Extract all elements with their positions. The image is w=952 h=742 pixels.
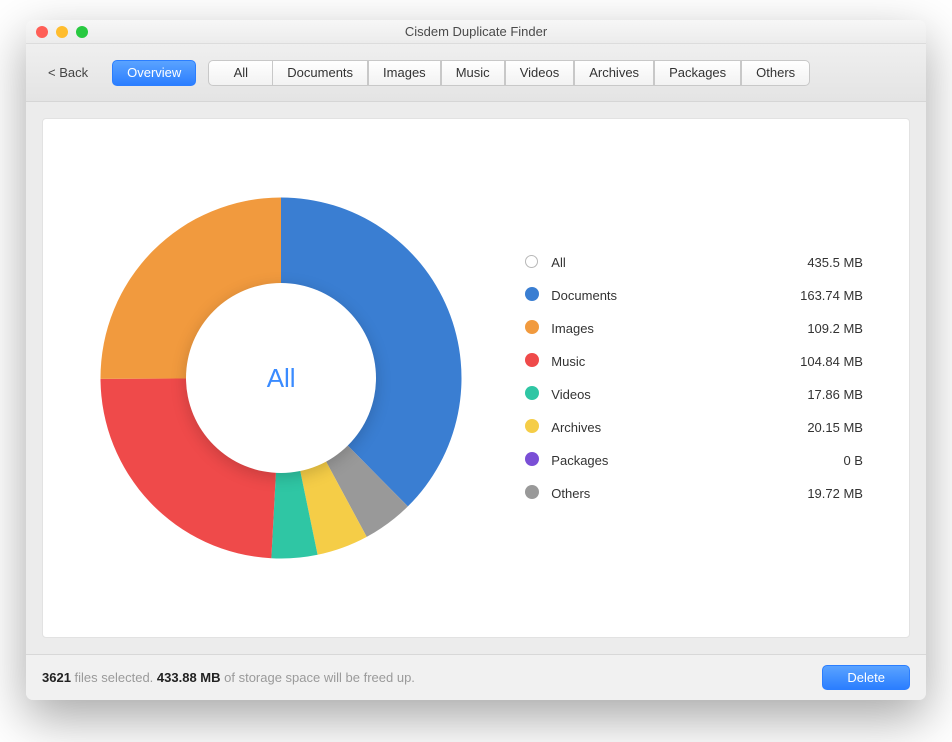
back-button[interactable]: < Back (42, 61, 94, 84)
tab-group: Overview AllDocumentsImagesMusicVideosAr… (112, 60, 810, 86)
legend-row-archives[interactable]: Archives20.15 MB (519, 411, 869, 444)
legend-dot-icon (525, 452, 539, 466)
legend-dot-icon (525, 485, 539, 499)
legend-size: 435.5 MB (710, 247, 869, 279)
tab-music[interactable]: Music (441, 60, 505, 86)
tab-packages[interactable]: Packages (654, 60, 741, 86)
legend-size: 0 B (710, 444, 869, 477)
legend-label: Music (545, 345, 710, 378)
legend-size: 20.15 MB (710, 411, 869, 444)
files-selected-count: 3621 (42, 670, 71, 685)
maximize-icon[interactable] (76, 26, 88, 38)
legend-label: Documents (545, 279, 710, 312)
donut-center-label: All (267, 363, 296, 394)
donut-chart: All (43, 119, 519, 637)
legend-size: 17.86 MB (710, 378, 869, 411)
freed-size: 433.88 MB (157, 670, 221, 685)
tab-overview[interactable]: Overview (112, 60, 196, 86)
delete-button[interactable]: Delete (822, 665, 910, 690)
legend-label: Packages (545, 444, 710, 477)
legend-row-others[interactable]: Others19.72 MB (519, 477, 869, 510)
status-text: 3621 files selected. 433.88 MB of storag… (42, 670, 415, 685)
legend-dot-icon (525, 287, 539, 301)
donut-center: All (186, 283, 376, 473)
legend-dot-icon (525, 320, 539, 334)
legend-dot-icon (525, 255, 538, 268)
tab-videos[interactable]: Videos (505, 60, 575, 86)
content-panel: All All435.5 MBDocuments163.74 MBImages1… (42, 118, 910, 638)
legend-row-videos[interactable]: Videos17.86 MB (519, 378, 869, 411)
toolbar: < Back Overview AllDocumentsImagesMusicV… (26, 44, 926, 102)
legend-dot-icon (525, 419, 539, 433)
legend-size: 163.74 MB (710, 279, 869, 312)
tab-images[interactable]: Images (368, 60, 441, 86)
close-icon[interactable] (36, 26, 48, 38)
legend-label: Videos (545, 378, 710, 411)
legend-row-music[interactable]: Music104.84 MB (519, 345, 869, 378)
app-window: Cisdem Duplicate Finder < Back Overview … (26, 20, 926, 700)
legend-row-images[interactable]: Images109.2 MB (519, 312, 869, 345)
legend-size: 104.84 MB (710, 345, 869, 378)
legend-dot-icon (525, 353, 539, 367)
legend-label: Others (545, 477, 710, 510)
traffic-lights (26, 26, 88, 38)
tab-documents[interactable]: Documents (272, 60, 368, 86)
freed-suffix: of storage space will be freed up. (221, 670, 415, 685)
legend-dot-icon (525, 386, 539, 400)
window-title: Cisdem Duplicate Finder (26, 24, 926, 39)
legend-row-documents[interactable]: Documents163.74 MB (519, 279, 869, 312)
tab-segmented: AllDocumentsImagesMusicVideosArchivesPac… (208, 60, 810, 86)
tab-archives[interactable]: Archives (574, 60, 654, 86)
tab-others[interactable]: Others (741, 60, 810, 86)
files-selected-suffix: files selected. (71, 670, 157, 685)
legend-row-all[interactable]: All435.5 MB (519, 247, 869, 279)
tab-all[interactable]: All (208, 60, 272, 86)
footer-bar: 3621 files selected. 433.88 MB of storag… (26, 654, 926, 700)
titlebar: Cisdem Duplicate Finder (26, 20, 926, 44)
legend-label: Archives (545, 411, 710, 444)
legend-label: Images (545, 312, 710, 345)
legend-row-packages[interactable]: Packages0 B (519, 444, 869, 477)
legend-size: 109.2 MB (710, 312, 869, 345)
minimize-icon[interactable] (56, 26, 68, 38)
legend-size: 19.72 MB (710, 477, 869, 510)
legend-label: All (545, 247, 710, 279)
legend: All435.5 MBDocuments163.74 MBImages109.2… (519, 247, 909, 510)
